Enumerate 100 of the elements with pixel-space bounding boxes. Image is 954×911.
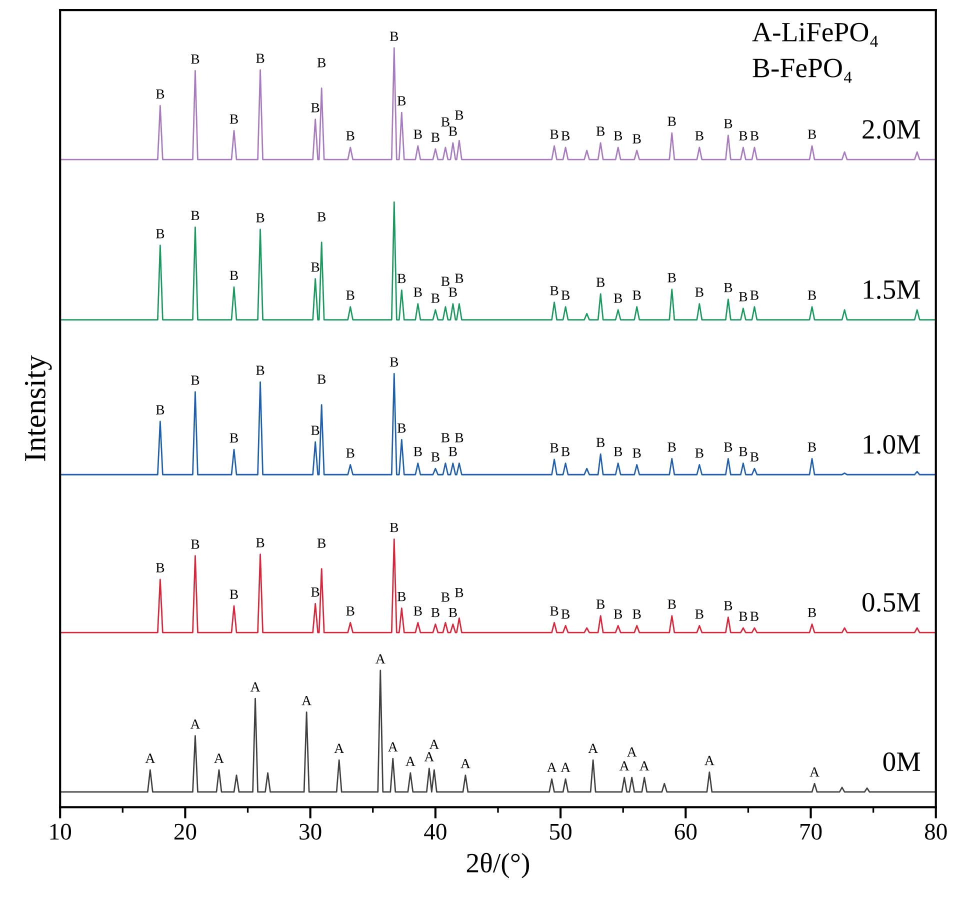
annotation: B: [317, 212, 326, 222]
series-label: 0.5M: [862, 592, 920, 612]
annotation: B: [311, 587, 320, 597]
annotation: B: [431, 132, 440, 142]
x-tick-label: 30: [300, 824, 322, 840]
annotation: B: [230, 114, 238, 124]
text: A-LiFePO₄: [752, 22, 878, 47]
annotation: B: [632, 134, 641, 144]
series-label: 2.0M: [862, 120, 920, 139]
annotation: B: [346, 131, 354, 140]
annotation: B: [441, 433, 450, 442]
annotation: B: [414, 288, 422, 297]
annotation: A: [302, 696, 312, 706]
annotation: B: [230, 433, 238, 442]
annotation: B: [311, 103, 320, 112]
annotation: B: [414, 606, 422, 616]
annotation: B: [750, 290, 758, 300]
annotation: B: [738, 447, 748, 456]
annotation: A: [810, 767, 820, 776]
annotation: B: [317, 374, 326, 384]
annotation: B: [808, 130, 816, 139]
annotation: B: [448, 126, 457, 136]
annotation: B: [256, 213, 264, 222]
annotation: B: [156, 563, 164, 572]
annotation: A: [626, 747, 637, 757]
annotation: B: [397, 423, 406, 433]
annotation: B: [311, 426, 320, 435]
annotation: B: [156, 405, 164, 414]
annotation: B: [346, 448, 354, 458]
annotation: B: [448, 447, 457, 456]
annotation: B: [390, 357, 398, 367]
annotation: A: [588, 744, 598, 753]
annotation: B: [448, 288, 457, 297]
annotation: B: [561, 609, 570, 619]
annotation: B-FePO₄: [752, 58, 852, 83]
annotation: B: [317, 58, 326, 68]
annotation: B: [695, 288, 704, 297]
annotation: B: [668, 600, 676, 609]
annotation: B: [390, 522, 398, 532]
annotation: B: [190, 540, 200, 549]
annotation: A: [406, 756, 416, 766]
annotation: B: [397, 96, 406, 106]
annotation: B: [390, 32, 398, 41]
annotation: B: [724, 601, 732, 610]
annotation: A: [214, 754, 224, 763]
y-axis-title: Intensity: [24, 355, 52, 461]
annotation: B: [256, 54, 264, 63]
annotation: B: [808, 442, 816, 452]
annotation: B: [156, 89, 164, 99]
annotation: B: [256, 538, 264, 548]
annotation: B: [632, 290, 641, 300]
annotation: B: [317, 538, 326, 548]
annotation: B: [550, 130, 558, 139]
annotation: B: [614, 294, 622, 303]
annotation: B: [808, 290, 816, 300]
annotation: B: [668, 273, 676, 282]
annotation: A: [424, 752, 434, 762]
annotation: B: [695, 131, 704, 140]
annotation: B: [668, 442, 676, 452]
x-tick-label: 80: [924, 824, 947, 840]
annotation: B: [596, 438, 605, 448]
annotation: B: [311, 262, 320, 272]
annotation: A: [429, 740, 440, 749]
annotation: A: [639, 761, 650, 770]
annotation: A: [546, 762, 557, 772]
annotation: B: [190, 376, 200, 385]
annotation: B: [738, 612, 748, 621]
annotation: B: [346, 290, 354, 300]
annotation: B: [156, 229, 164, 238]
annotation: B: [738, 292, 748, 302]
annotation: B: [614, 609, 622, 619]
series-label: 1.0M: [864, 435, 920, 454]
x-tick-label: 40: [424, 824, 446, 840]
annotation: A: [334, 744, 344, 753]
annotation: B: [561, 447, 570, 456]
annotation: B: [454, 110, 464, 120]
annotation: A: [704, 756, 714, 766]
annotation: B: [550, 443, 558, 452]
annotation: B: [550, 606, 558, 616]
annotation: B: [808, 608, 816, 618]
annotation: A: [145, 754, 156, 763]
annotation: B: [632, 609, 641, 619]
annotation: B: [431, 294, 440, 303]
annotation: B: [561, 290, 570, 300]
x-axis-title: 2θ/(°): [466, 852, 530, 878]
annotation: A: [388, 742, 398, 752]
annotation: A: [376, 654, 386, 664]
annotation: B: [414, 447, 422, 456]
annotation: B: [695, 448, 704, 458]
annotation: B: [448, 608, 457, 618]
annotation: B: [550, 286, 558, 296]
annotation: B: [596, 278, 605, 287]
annotation: B: [614, 131, 622, 140]
annotation: B: [738, 131, 748, 140]
annotation: B: [431, 608, 440, 618]
annotation: B: [724, 119, 732, 128]
x-tick-label: 60: [674, 824, 697, 840]
series-label: 0M: [883, 752, 920, 772]
annotation: B: [441, 276, 450, 286]
annotation: A: [250, 682, 260, 692]
